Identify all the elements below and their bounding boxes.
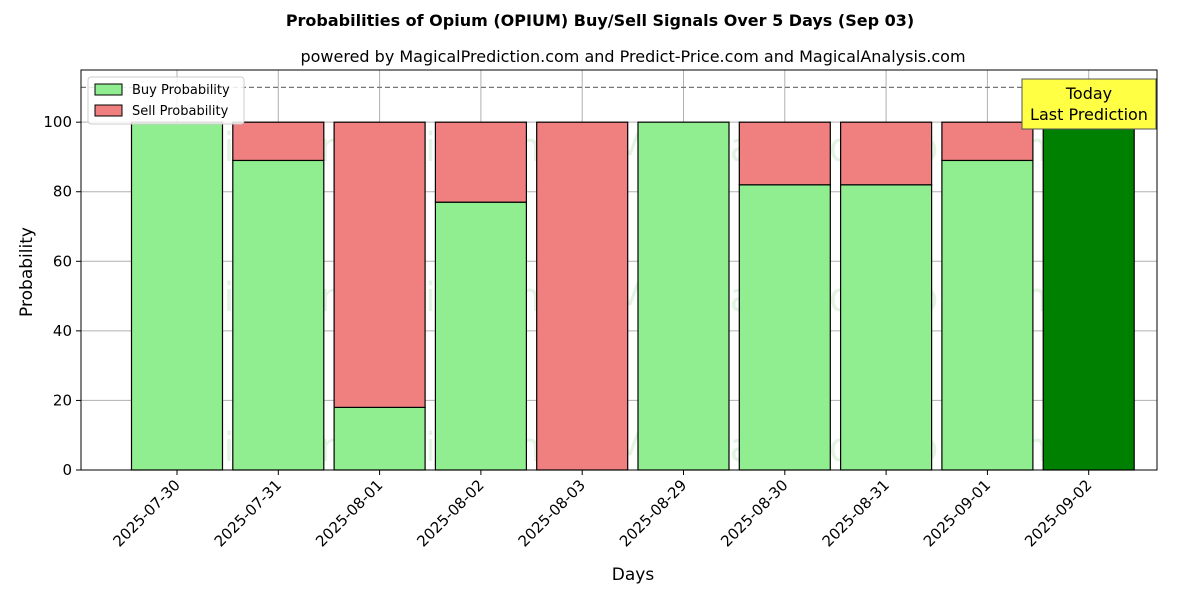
bar-buy [232,159,325,471]
x-tick-label: 2025-09-02 [1021,476,1095,550]
bar-sell [536,121,629,471]
legend-swatch-buy [94,83,123,96]
x-tick-label: 2025-08-01 [312,476,386,550]
bar-buy [1042,121,1135,471]
legend-label-sell: Sell Probability [132,104,229,119]
y-tick-label: 100 [43,113,72,131]
x-axis-ticks: 2025-07-30 2025-07-31 2025-08-01 2025-08-02… [109,470,1096,550]
y-tick-label: 20 [53,391,72,409]
x-tick-label: 2025-08-31 [819,476,893,550]
x-tick-label: 2025-08-30 [717,476,791,550]
x-tick-label: 2025-07-30 [109,476,183,550]
bars [130,121,1135,471]
x-axis-label: Days [612,565,655,585]
bar-buy [738,184,831,471]
bar-sell [738,121,831,186]
bar-buy [637,121,730,471]
x-tick-label: 2025-08-02 [413,476,487,550]
bar-sell [839,121,933,186]
bar-sell [434,121,527,203]
y-axis-ticks: 0 20 40 60 80 100 [43,113,81,479]
y-tick-label: 40 [53,322,72,340]
legend: Buy Probability Sell Probability [87,76,245,125]
plot-frame [80,69,1158,471]
today-label: Today [1065,84,1112,103]
x-tick-label: 2025-08-29 [616,476,690,550]
legend-label-buy: Buy Probability [132,83,230,98]
last-prediction-label: Last Prediction [1030,105,1148,124]
bar-buy [333,406,426,471]
bar-buy [941,159,1034,471]
x-tick-label: 2025-08-03 [515,476,589,550]
bar-sell [941,121,1034,162]
chart-subtitle: powered by MagicalPrediction.com and Pre… [300,47,965,66]
bar-buy [434,201,527,471]
y-tick-label: 0 [62,461,72,479]
legend-swatch-sell [94,104,123,117]
bar-buy [130,121,224,471]
y-tick-label: 60 [53,252,72,270]
bar-sell [333,121,426,408]
today-annotation: Today Last Prediction [1021,78,1157,130]
today-box [1021,78,1157,130]
chart-title: Probabilities of Opium (OPIUM) Buy/Sell … [286,11,914,30]
y-tick-label: 80 [53,183,72,201]
bar-sell [232,121,325,162]
bar-buy [839,184,933,471]
legend-frame [87,76,245,125]
x-tick-label: 2025-09-01 [920,476,994,550]
x-tick-label: 2025-07-31 [211,476,285,550]
y-axis-label: Probability [17,227,37,317]
